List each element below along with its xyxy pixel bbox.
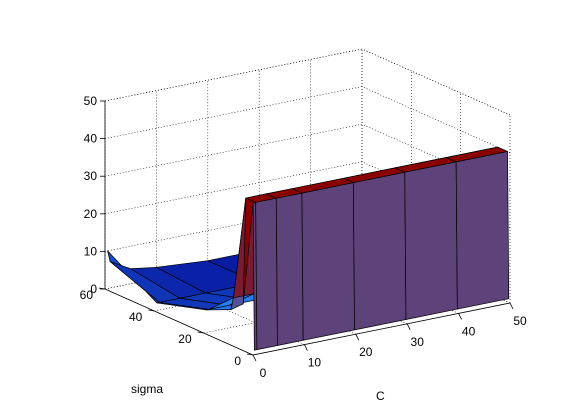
box-edge [104,48,363,102]
surface-facet [352,171,407,331]
box-edge [361,48,511,116]
x-tick-label: 30 [411,335,425,349]
side-wall-grid-line [361,86,511,153]
surface-mesh [107,146,510,351]
x-tick-mark [458,313,462,320]
x-tick-mark [355,334,360,341]
surface-facet [301,182,355,341]
surface-facet [455,151,510,310]
x-tick-label: 20 [359,345,373,359]
y-tick-mark [197,331,204,334]
y-axis-label: sigma [131,382,163,396]
x-tick-label: 40 [462,324,476,338]
x-tick-mark [252,354,257,362]
x-axis-label: C [376,389,385,403]
x-tick-label: 10 [308,356,322,370]
back-wall-grid-line [104,86,363,139]
x-tick-label: 50 [513,314,527,328]
z-tick-label: 30 [84,169,98,183]
x-tick-mark [406,323,411,330]
back-wall-grid-line [104,123,363,177]
surface-facet [255,197,278,350]
x-tick-label: 0 [260,366,267,380]
surface-facet [404,161,458,320]
x-tick-mark [509,302,514,310]
axis-labels: C sigma [131,382,385,403]
z-tick-label: 40 [84,132,98,146]
surface-facet [275,192,304,346]
y-tick-mark [246,353,254,356]
z-tick-label: 50 [84,94,98,108]
z-tick-label: 10 [84,244,98,258]
x-axis-line [252,302,511,356]
y-axis-line [104,288,254,356]
y-tick-label: 60 [80,288,94,302]
z-tick-label: 0 [90,282,97,296]
y-tick-label: 0 [234,354,241,368]
z-tick-label: 20 [84,207,98,221]
x-tick-mark [304,344,308,351]
y-tick-label: 40 [129,310,143,324]
y-tick-label: 20 [178,332,192,346]
y-tick-mark [148,309,155,312]
